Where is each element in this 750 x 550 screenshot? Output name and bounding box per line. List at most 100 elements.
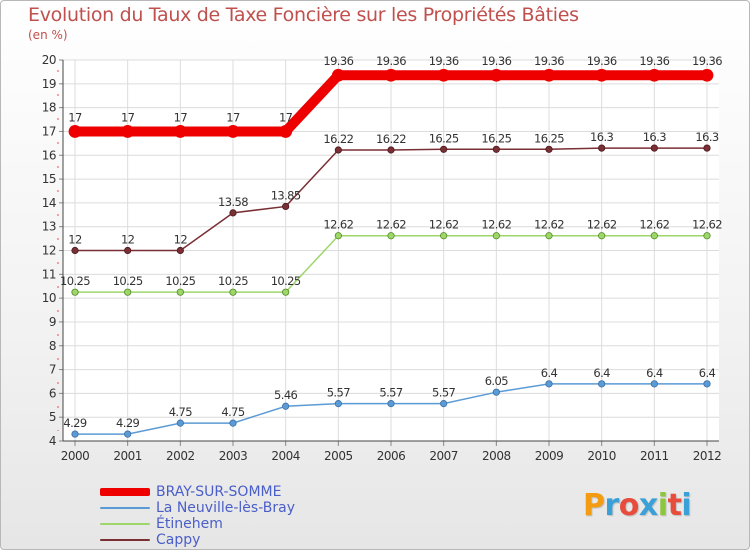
data-label-la-neuville: 6.4 [593,366,610,380]
data-label-la-neuville: 5.46 [274,388,297,402]
data-point-la-neuville [282,402,290,410]
data-point-cappy [387,146,395,154]
legend-item-cappy: Cappy [100,532,295,548]
logo-letter: i [681,488,692,523]
data-point-etinehem [703,232,711,240]
data-label-etinehem: 12.62 [692,218,722,232]
data-label-cappy: 16.22 [376,132,406,146]
data-label-bray: 19.36 [639,54,669,68]
data-label-cappy: 13.58 [218,195,248,209]
data-label-la-neuville: 6.4 [699,366,716,380]
legend: BRAY-SUR-SOMME La Neuville-lès-Bray Étin… [100,484,295,548]
data-point-bray [384,68,398,82]
x-tick-label: 2010 [587,449,616,463]
y-tick-label: 16 [42,148,56,162]
data-point-la-neuville [387,400,395,408]
series-la-neuville: 4.29 4.29 4.75 4.75 5.46 5.57 5.57 5.57 6.05 6.4 6… [63,366,716,438]
y-tick-label: 7 [49,363,56,377]
data-label-bray: 19.36 [481,54,511,68]
data-point-cappy [650,144,658,152]
data-point-bray [595,68,609,82]
data-label-bray: 19.36 [429,54,459,68]
data-label-bray: 19.36 [692,54,722,68]
series-bray: 17 17 17 17 17 19.36 19.36 19.36 19.36 19.36 19.36… [68,54,723,138]
data-point-cappy [492,145,500,153]
proxiti-logo: Proxiti [583,488,692,523]
legend-swatch-etinehem [100,523,150,525]
logo-letter: r [604,488,620,523]
data-label-bray: 19.36 [534,54,564,68]
x-tick-label: 2012 [693,449,722,463]
data-label-bray: 19.36 [376,54,406,68]
data-point-etinehem [282,288,290,296]
legend-swatch-cappy [100,539,150,541]
data-point-la-neuville [334,400,342,408]
data-label-etinehem: 10.25 [165,274,195,288]
data-label-bray: 19.36 [323,54,353,68]
x-tick-label: 2008 [482,449,511,463]
data-point-bray [331,68,345,82]
logo-letter: P [583,488,605,523]
data-point-bray [489,68,503,82]
data-label-la-neuville: 6.4 [646,366,663,380]
logo-letter: o [618,488,640,523]
data-point-etinehem [71,288,79,296]
data-label-cappy: 16.3 [643,130,666,144]
legend-swatch-la-neuville [100,507,150,509]
data-label-la-neuville: 4.29 [116,416,139,430]
data-label-la-neuville: 6.4 [541,366,558,380]
data-point-etinehem [598,232,606,240]
legend-label-etinehem: Étinehem [156,516,223,532]
x-tick-label: 2003 [219,449,248,463]
y-tick-label: 11 [42,267,56,281]
data-label-la-neuville: 6.05 [485,374,508,388]
data-point-la-neuville [492,388,500,396]
data-point-bray [437,68,451,82]
data-point-etinehem [440,232,448,240]
y-tick-label: 17 [42,124,56,138]
x-tick-label: 2005 [324,449,353,463]
chart-title: Evolution du Taux de Taxe Foncière sur l… [28,4,579,26]
data-point-cappy [282,202,290,211]
data-label-bray: 17 [226,110,240,124]
y-tick-label: 4 [49,434,56,448]
y-tick-label: 12 [42,244,56,258]
data-label-etinehem: 12.62 [481,218,511,232]
data-point-etinehem [176,288,184,296]
data-label-cappy: 13.85 [271,188,301,202]
logo-letter: t [667,488,682,523]
data-label-la-neuville: 5.57 [432,386,455,400]
logo-letter: i [657,488,668,523]
data-label-cappy: 12 [121,233,135,247]
data-point-cappy [176,246,184,255]
data-label-bray: 17 [121,110,135,124]
data-label-bray: 17 [68,110,82,124]
data-point-la-neuville [545,380,553,388]
data-point-cappy [71,246,79,255]
data-label-cappy: 12 [68,233,82,247]
x-tick-label: 2002 [166,449,195,463]
series-etinehem: 10.25 10.25 10.25 10.25 10.25 12.62 12.62 12.62… [60,218,723,296]
legend-item-la-neuville: La Neuville-lès-Bray [100,500,295,516]
data-label-la-neuville: 5.57 [379,386,402,400]
x-tick-label: 2004 [271,449,300,463]
x-tick-label: 2011 [640,449,669,463]
data-label-cappy: 16.25 [429,131,459,145]
data-point-la-neuville [124,430,132,438]
y-tick-label: 18 [42,101,56,115]
data-point-etinehem [229,288,237,296]
data-label-etinehem: 12.62 [534,218,564,232]
y-tick-label: 15 [42,172,56,186]
series-cappy: 12 12 12 13.58 13.85 16.22 16.22 16.25 16.25 16.2… [68,130,719,255]
data-point-bray [226,125,240,138]
data-label-cappy: 16.25 [534,131,564,145]
y-tick-label: 10 [42,291,56,305]
data-label-la-neuville: 4.75 [169,405,192,419]
data-label-etinehem: 12.62 [323,218,353,232]
data-label-etinehem: 10.25 [271,274,301,288]
legend-label-cappy: Cappy [156,532,201,548]
data-point-etinehem [124,288,132,296]
data-label-cappy: 16.3 [590,130,613,144]
data-point-etinehem [650,232,658,240]
data-label-cappy: 12 [174,233,188,247]
